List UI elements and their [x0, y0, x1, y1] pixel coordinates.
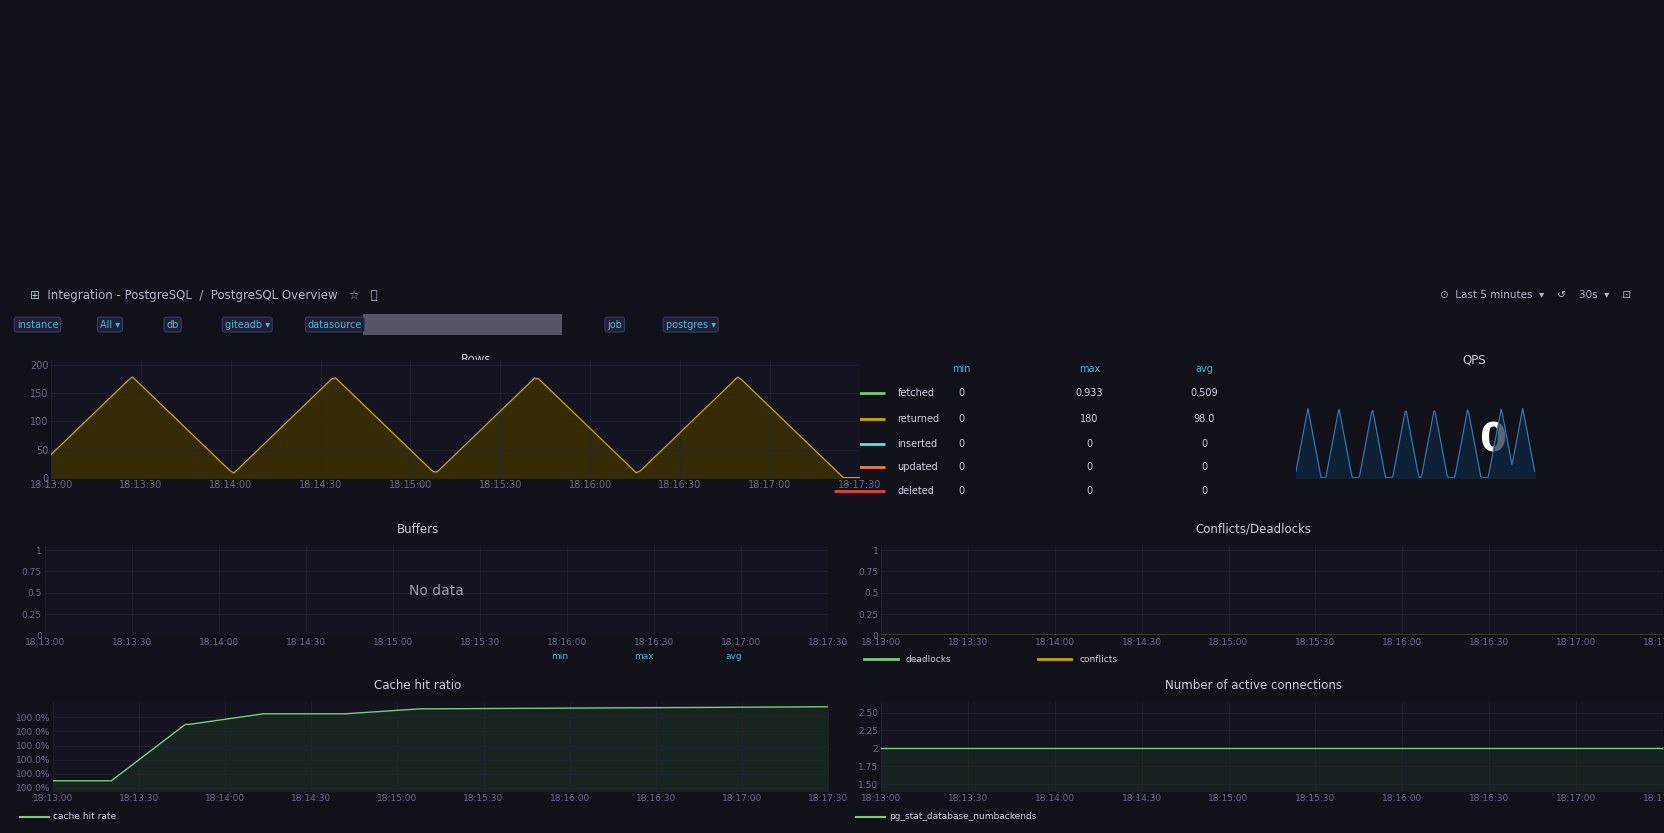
Text: giteadb ▾: giteadb ▾	[225, 320, 270, 330]
Text: 0.933: 0.933	[1075, 388, 1103, 398]
Text: Rows: Rows	[461, 353, 491, 366]
Text: min: min	[551, 652, 567, 661]
Text: inserted: inserted	[897, 439, 938, 449]
Text: cache hit rate: cache hit rate	[53, 812, 116, 821]
Text: 0: 0	[1479, 421, 1506, 460]
Text: 98.0: 98.0	[1193, 414, 1215, 424]
Text: db: db	[166, 320, 178, 330]
Text: 0: 0	[958, 414, 965, 424]
Text: Number of active connections: Number of active connections	[1165, 679, 1343, 691]
Text: Cache hit ratio: Cache hit ratio	[374, 679, 461, 691]
Text: Conflicts/Deadlocks: Conflicts/Deadlocks	[1196, 522, 1311, 536]
Text: job: job	[607, 320, 622, 330]
Text: 180: 180	[1080, 414, 1098, 424]
Text: returned: returned	[897, 414, 940, 424]
Text: 0: 0	[1201, 486, 1208, 496]
Text: fetched: fetched	[897, 388, 935, 398]
Text: 0: 0	[1087, 462, 1092, 472]
Text: Buffers: Buffers	[398, 522, 439, 536]
Text: datasource: datasource	[308, 320, 363, 330]
Text: min: min	[952, 363, 970, 373]
Text: ⊙  Last 5 minutes  ▾    ↺    30s  ▾    ⊡: ⊙ Last 5 minutes ▾ ↺ 30s ▾ ⊡	[1439, 290, 1631, 300]
Text: 0: 0	[1087, 486, 1092, 496]
Text: pg_stat_database_numbackends: pg_stat_database_numbackends	[889, 812, 1037, 821]
Text: instance: instance	[17, 320, 58, 330]
Text: conflicts: conflicts	[1080, 655, 1118, 664]
Text: 0: 0	[958, 388, 965, 398]
Text: max: max	[634, 652, 654, 661]
Text: No data: No data	[409, 584, 464, 597]
Text: deleted: deleted	[897, 486, 935, 496]
Text: All ▾: All ▾	[100, 320, 120, 330]
Text: QPS: QPS	[1463, 353, 1486, 366]
Text: postgres ▾: postgres ▾	[666, 320, 716, 330]
Text: 0: 0	[1087, 439, 1092, 449]
Text: deadlocks: deadlocks	[905, 655, 952, 664]
Text: max: max	[1078, 363, 1100, 373]
Text: updated: updated	[897, 462, 938, 472]
Text: 0: 0	[958, 439, 965, 449]
Text: avg: avg	[726, 652, 742, 661]
Text: ⊞  Integration - PostgreSQL  /  PostgreSQL Overview   ☆   ⑂: ⊞ Integration - PostgreSQL / PostgreSQL …	[30, 288, 378, 302]
Bar	[363, 313, 562, 335]
Text: 0: 0	[958, 462, 965, 472]
Text: 0: 0	[958, 486, 965, 496]
Text: avg: avg	[1195, 363, 1213, 373]
Text: 0: 0	[1201, 439, 1208, 449]
Text: 0: 0	[1201, 462, 1208, 472]
Text: 0.509: 0.509	[1190, 388, 1218, 398]
